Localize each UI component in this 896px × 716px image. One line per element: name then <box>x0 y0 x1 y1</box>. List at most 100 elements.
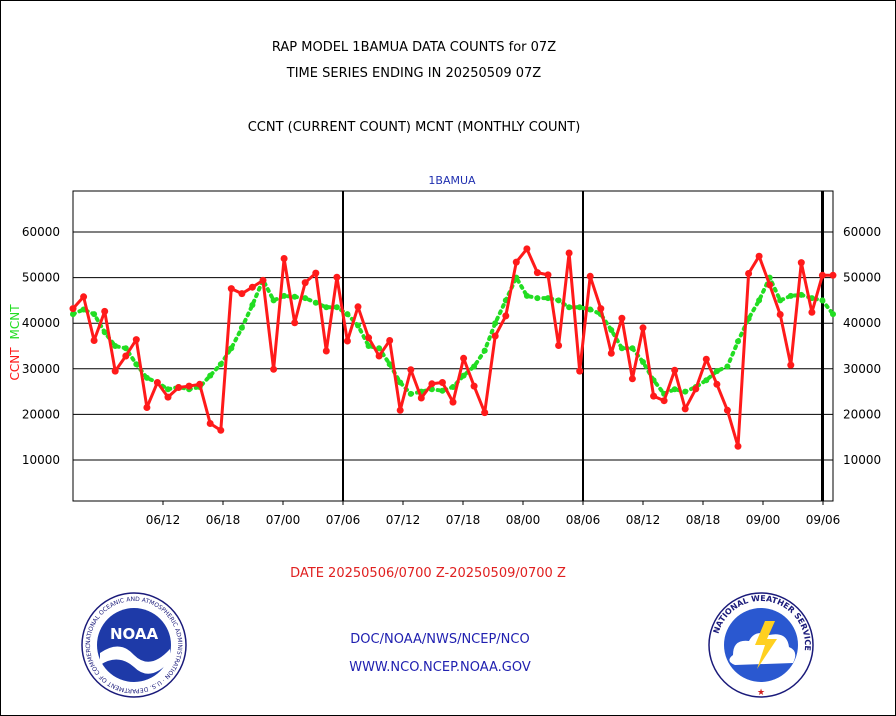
chart-subtitle: CCNT (CURRENT COUNT) MCNT (MONTHLY COUNT… <box>247 120 581 135</box>
ccnt-point <box>702 355 710 363</box>
ccnt-point <box>460 354 468 362</box>
mcnt-point <box>333 304 340 311</box>
y-axis-label-mcnt: MCNT <box>8 304 22 340</box>
x-tick-label: 08/12 <box>626 513 661 527</box>
mcnt-point <box>302 295 309 302</box>
mcnt-point <box>270 297 277 304</box>
ccnt-point <box>164 393 172 401</box>
org-path-link[interactable]: DOC/NOAA/NWS/NCEP/NCO <box>350 632 530 647</box>
y-tick-label-left: 50000 <box>22 271 60 285</box>
ccnt-point <box>80 293 88 301</box>
ccnt-point <box>312 269 320 277</box>
ccnt-point <box>787 361 795 369</box>
ccnt-point <box>481 409 489 417</box>
mcnt-point <box>629 345 636 352</box>
mcnt-point <box>798 291 805 298</box>
y-tick-label-left: 10000 <box>22 453 60 467</box>
mcnt-point <box>492 320 499 327</box>
y-axis-label-ccnt: CCNT <box>8 347 22 381</box>
chart-title-line2: TIME SERIES ENDING IN 20250509 07Z <box>286 66 542 81</box>
ccnt-point <box>671 366 679 374</box>
ccnt-point <box>829 271 837 279</box>
ccnt-point <box>755 252 763 260</box>
mcnt-point <box>344 311 351 318</box>
mcnt-point <box>576 304 583 311</box>
x-tick-label: 07/06 <box>326 513 361 527</box>
mcnt-point <box>450 384 456 390</box>
mcnt-point <box>143 374 150 381</box>
ccnt-point <box>291 319 299 327</box>
ccnt-point <box>438 379 446 386</box>
mcnt-point <box>703 377 710 384</box>
ccnt-point <box>375 352 383 360</box>
y-tick-label-right: 30000 <box>843 362 881 376</box>
ccnt-point <box>692 385 700 393</box>
mcnt-point <box>534 295 541 302</box>
ccnt-point <box>449 398 457 406</box>
ccnt-point <box>343 337 351 345</box>
nws-lightning-icon <box>755 621 777 669</box>
ccnt-point <box>491 332 499 340</box>
mcnt-point <box>671 386 678 393</box>
plot-border <box>72 190 834 502</box>
ccnt-point <box>132 336 140 344</box>
mcnt-point <box>724 363 731 370</box>
y-tick-label-right: 60000 <box>843 225 881 239</box>
y-tick-labels: 10000 10000 20000 20000 30000 30000 40000 40000… <box>22 225 881 467</box>
y-tick-label-right: 10000 <box>843 453 881 467</box>
ccnt-point <box>470 382 478 390</box>
ccnt-point <box>248 283 256 291</box>
ccnt-point <box>259 276 267 284</box>
x-tick-label: 07/00 <box>266 513 301 527</box>
mcnt-point <box>618 345 625 352</box>
noaa-inner-circle <box>97 608 171 682</box>
noaa-bird-icon <box>100 646 170 674</box>
mcnt-point <box>682 388 689 395</box>
ccnt-point <box>523 245 531 253</box>
ccnt-point <box>723 406 731 414</box>
ccnt-point <box>90 337 98 344</box>
y-tick-label-right: 50000 <box>843 271 881 285</box>
ccnt-point <box>227 285 235 293</box>
mcnt-point <box>587 306 594 313</box>
ccnt-point <box>607 349 615 357</box>
mcnt-point <box>91 311 98 318</box>
date-range: DATE 20250506/0700 Z-20250509/0700 Z <box>290 566 566 581</box>
y-tick-label-left: 40000 <box>22 316 60 330</box>
ccnt-point <box>533 269 541 277</box>
ccnt-point <box>776 311 784 318</box>
ccnt-point <box>185 382 193 390</box>
mcnt-point <box>101 329 108 336</box>
ccnt-series <box>69 245 837 450</box>
ccnt-point <box>576 367 584 375</box>
mcnt-point <box>756 297 763 304</box>
ccnt-point <box>153 379 161 386</box>
x-tick-label: 08/06 <box>566 513 601 527</box>
nws-logo: NATIONAL WEATHER SERVICE ★ <box>708 592 814 698</box>
mcnt-point <box>471 363 478 370</box>
ccnt-point <box>322 347 330 355</box>
mcnt-point <box>640 359 646 365</box>
mcnt-point <box>735 338 741 345</box>
ccnt-point <box>734 442 742 450</box>
ccnt-point <box>101 307 109 315</box>
ccnt-point <box>797 259 805 267</box>
ccnt-point <box>586 272 594 280</box>
x-tick-label: 07/12 <box>386 513 421 527</box>
mcnt-point <box>365 343 372 349</box>
mcnt-point <box>555 297 562 304</box>
chart-title-line1: RAP MODEL 1BAMUA DATA COUNTS for 07Z <box>271 40 557 55</box>
x-tick-label: 06/18 <box>206 513 241 527</box>
mcnt-point <box>523 292 530 299</box>
y-tick-label-left: 60000 <box>22 225 60 239</box>
mcnt-point <box>545 295 551 302</box>
mcnt-point <box>566 304 573 311</box>
ccnt-point <box>143 404 151 411</box>
mcnt-point <box>481 347 488 354</box>
mcnt-series <box>70 274 836 397</box>
ccnt-point <box>745 270 753 277</box>
website-link[interactable]: WWW.NCO.NCEP.NOAA.GOV <box>349 660 531 675</box>
ccnt-point <box>639 324 647 332</box>
ccnt-point <box>280 255 288 262</box>
mcnt-point <box>460 372 467 379</box>
